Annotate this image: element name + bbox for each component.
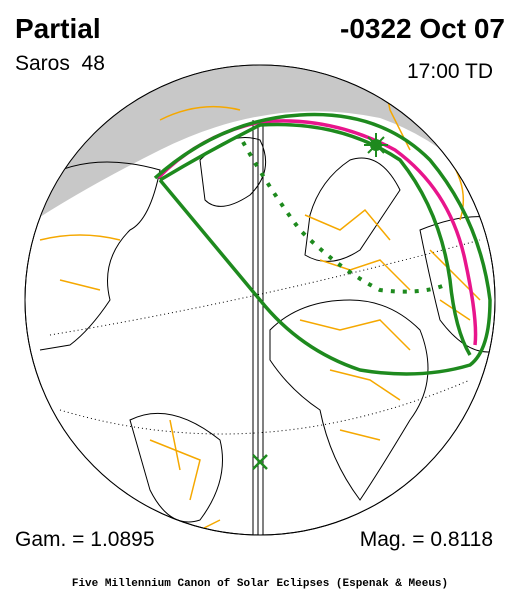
saros: Saros 48 xyxy=(15,52,105,75)
north-america xyxy=(39,161,161,351)
globe-outline xyxy=(24,64,496,536)
greatest-eclipse-marker xyxy=(252,454,268,470)
credit: Five Millennium Canon of Solar Eclipses … xyxy=(72,578,448,590)
date: -0322 Oct 07 xyxy=(340,13,505,44)
dotted-path xyxy=(241,141,446,294)
south-america xyxy=(129,412,223,523)
eclipse-type: Partial xyxy=(15,13,101,44)
time: 17:00 TD xyxy=(407,60,493,83)
europe xyxy=(304,157,401,262)
africa xyxy=(269,299,429,501)
borders xyxy=(299,208,481,441)
gamma: Gam. = 1.0895 xyxy=(15,528,155,551)
penumbral-limit xyxy=(153,112,492,376)
subsolar-point xyxy=(364,133,388,157)
borders xyxy=(39,65,465,535)
penumbral-limit xyxy=(159,122,472,356)
magnitude: Mag. = 0.8118 xyxy=(360,528,493,551)
